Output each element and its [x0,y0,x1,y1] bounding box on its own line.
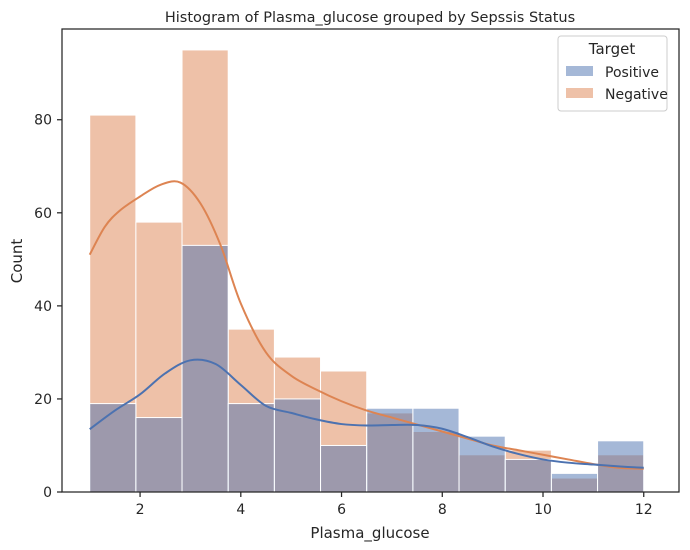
chart-title: Histogram of Plasma_glucose grouped by S… [165,10,575,26]
bar-positive-10 [550,472,599,493]
x-axis-ticks: 2 4 6 8 10 12 [136,492,653,518]
bar-positive-8 [458,435,506,493]
bar-positive-7 [412,407,460,493]
plot-area-frame [61,28,680,493]
bar-positive-1 [135,417,183,493]
positive-bars [89,244,645,493]
kde-curves [88,180,644,470]
bar-positive-0 [89,403,137,493]
bar-positive-2 [181,244,229,493]
legend-swatch-negative [566,88,593,98]
y-tick-label-0: 0 [43,485,52,501]
y-tick-label-80: 80 [34,113,52,129]
bar-positive-5 [320,444,368,493]
y-axis-ticks: 0 20 40 60 80 [34,113,62,501]
legend-label-negative: Negative [605,87,668,103]
legend-swatch-positive [566,66,593,76]
x-tick-label-12: 12 [635,502,653,518]
kde-line-negative [88,180,644,470]
bar-positive-9 [504,458,552,493]
x-tick-label-2: 2 [136,502,145,518]
x-tick-label-6: 6 [337,502,346,518]
x-tick-label-8: 8 [438,502,447,518]
kde-line-positive [89,358,644,469]
x-tick-label-4: 4 [236,502,245,518]
bar-positive-3 [227,403,275,493]
y-axis-label: Count [8,239,26,284]
bar-positive-4 [273,398,322,493]
legend: Target Positive Negative [557,35,668,112]
y-tick-label-60: 60 [34,206,52,222]
y-tick-label-20: 20 [34,392,52,408]
x-tick-label-10: 10 [534,502,552,518]
y-tick-label-40: 40 [34,299,52,315]
legend-title: Target [588,40,636,58]
x-axis-label: Plasma_glucose [310,524,429,543]
legend-label-positive: Positive [605,65,659,81]
